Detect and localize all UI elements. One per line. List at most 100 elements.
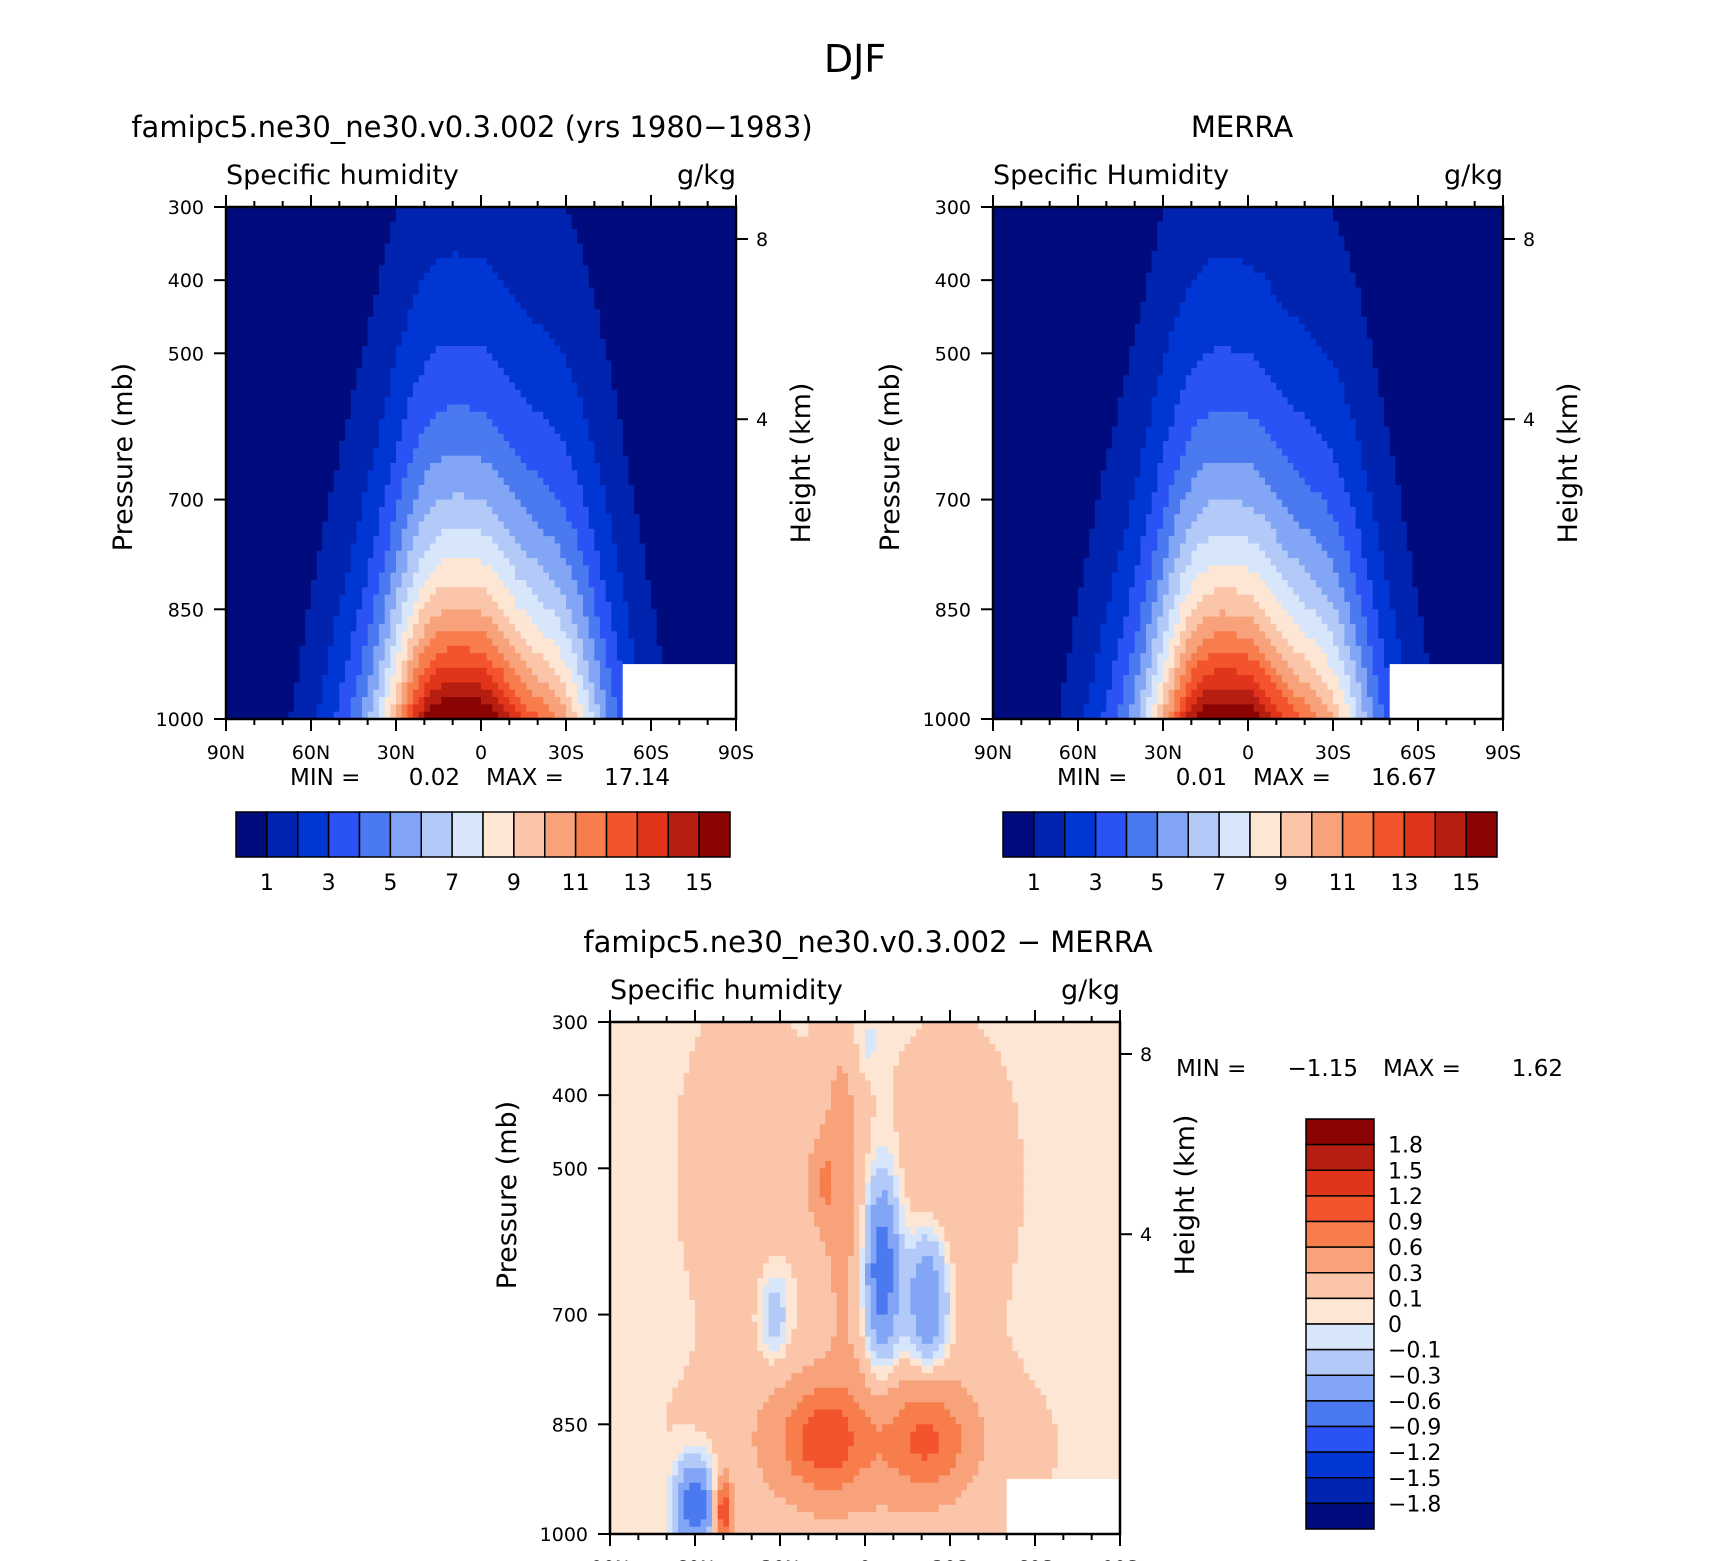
contour-cell <box>673 221 680 230</box>
contour-cell <box>481 265 488 274</box>
contour-cell <box>254 309 261 318</box>
contour-cell <box>600 601 607 610</box>
contour-cell <box>271 580 278 588</box>
contour-cell <box>243 258 250 267</box>
contour-cell <box>316 367 323 376</box>
contour-cell <box>503 572 510 581</box>
contour-cell <box>362 411 369 420</box>
contour-cell <box>679 360 686 369</box>
contour-cell <box>549 463 556 471</box>
contour-cell <box>333 499 340 508</box>
contour-cell <box>724 360 731 369</box>
contour-cell <box>305 580 312 588</box>
contour-cell <box>645 302 652 310</box>
contour-cell <box>231 499 238 508</box>
contour-cell <box>373 389 380 398</box>
contour-cell <box>282 404 289 413</box>
contour-cell <box>690 448 697 457</box>
contour-cell <box>316 565 323 574</box>
contour-cell <box>469 221 476 230</box>
contour-cell <box>458 499 465 508</box>
contour-cell <box>492 433 499 442</box>
contour-cell <box>537 221 544 230</box>
contour-cell <box>537 397 544 406</box>
contour-cell <box>617 565 624 574</box>
contour-cell <box>311 558 318 566</box>
contour-cell <box>571 484 578 493</box>
contour-cell <box>260 389 267 398</box>
contour-cell <box>696 302 703 310</box>
contour-cell <box>384 580 391 588</box>
contour-cell <box>401 455 408 464</box>
contour-cell <box>288 221 295 230</box>
contour-cell <box>707 426 714 435</box>
contour-cell <box>260 250 267 259</box>
contour-cell <box>356 309 363 318</box>
contour-cell <box>668 528 675 537</box>
contour-cell <box>243 316 250 325</box>
contour-cell <box>566 382 573 391</box>
contour-cell <box>639 324 646 332</box>
contour-cell <box>481 404 488 413</box>
contour-cell <box>526 375 533 384</box>
contour-cell <box>350 470 357 479</box>
contour-cell <box>724 272 731 281</box>
contour-cell <box>254 441 261 449</box>
contour-cell <box>622 543 629 552</box>
contour-cell <box>271 228 278 237</box>
contour-cell <box>226 353 233 362</box>
contour-cell <box>543 477 550 486</box>
contour-cell <box>464 294 471 303</box>
contour-cell <box>515 521 522 530</box>
contour-cell <box>277 382 284 391</box>
contour-cell <box>634 587 641 596</box>
contour-cell <box>328 367 335 376</box>
contour-cell <box>520 470 527 479</box>
contour-cell <box>617 272 624 281</box>
contour-cell <box>328 353 335 362</box>
contour-cell <box>469 499 476 508</box>
contour-cell <box>311 419 318 428</box>
contour-cell <box>520 404 527 413</box>
contour-cell <box>237 587 244 596</box>
contour-cell <box>277 375 284 384</box>
contour-cell <box>288 309 295 318</box>
contour-cell <box>702 404 709 413</box>
contour-cell <box>299 521 306 530</box>
contour-cell <box>407 448 414 457</box>
contour-cell <box>271 272 278 281</box>
contour-cell <box>333 580 340 588</box>
contour-cell <box>696 594 703 603</box>
contour-cell <box>634 272 641 281</box>
contour-cell <box>673 309 680 318</box>
contour-cell <box>583 243 590 252</box>
contour-cell <box>407 338 414 347</box>
contour-cell <box>254 375 261 384</box>
contour-cell <box>724 265 731 274</box>
contour-cell <box>299 528 306 537</box>
contour-cell <box>339 536 346 545</box>
contour-cell <box>605 470 612 479</box>
contour-cell <box>481 207 488 215</box>
contour-cell <box>226 309 233 318</box>
contour-cell <box>350 543 357 552</box>
contour-cell <box>713 565 720 574</box>
contour-cell <box>696 419 703 428</box>
contour-cell <box>328 499 335 508</box>
contour-cell <box>311 594 318 603</box>
contour-cell <box>384 550 391 559</box>
contour-cell <box>390 338 397 347</box>
contour-cell <box>503 543 510 552</box>
contour-cell <box>719 536 726 545</box>
contour-cell <box>713 236 720 245</box>
contour-cell <box>294 594 301 603</box>
contour-cell <box>605 287 612 296</box>
contour-cell <box>248 294 255 303</box>
contour-cell <box>328 536 335 545</box>
contour-cell <box>600 594 607 603</box>
contour-cell <box>481 280 488 289</box>
contour-cell <box>435 367 442 376</box>
contour-cell <box>515 536 522 545</box>
contour-cell <box>515 280 522 289</box>
contour-cell <box>509 236 516 245</box>
